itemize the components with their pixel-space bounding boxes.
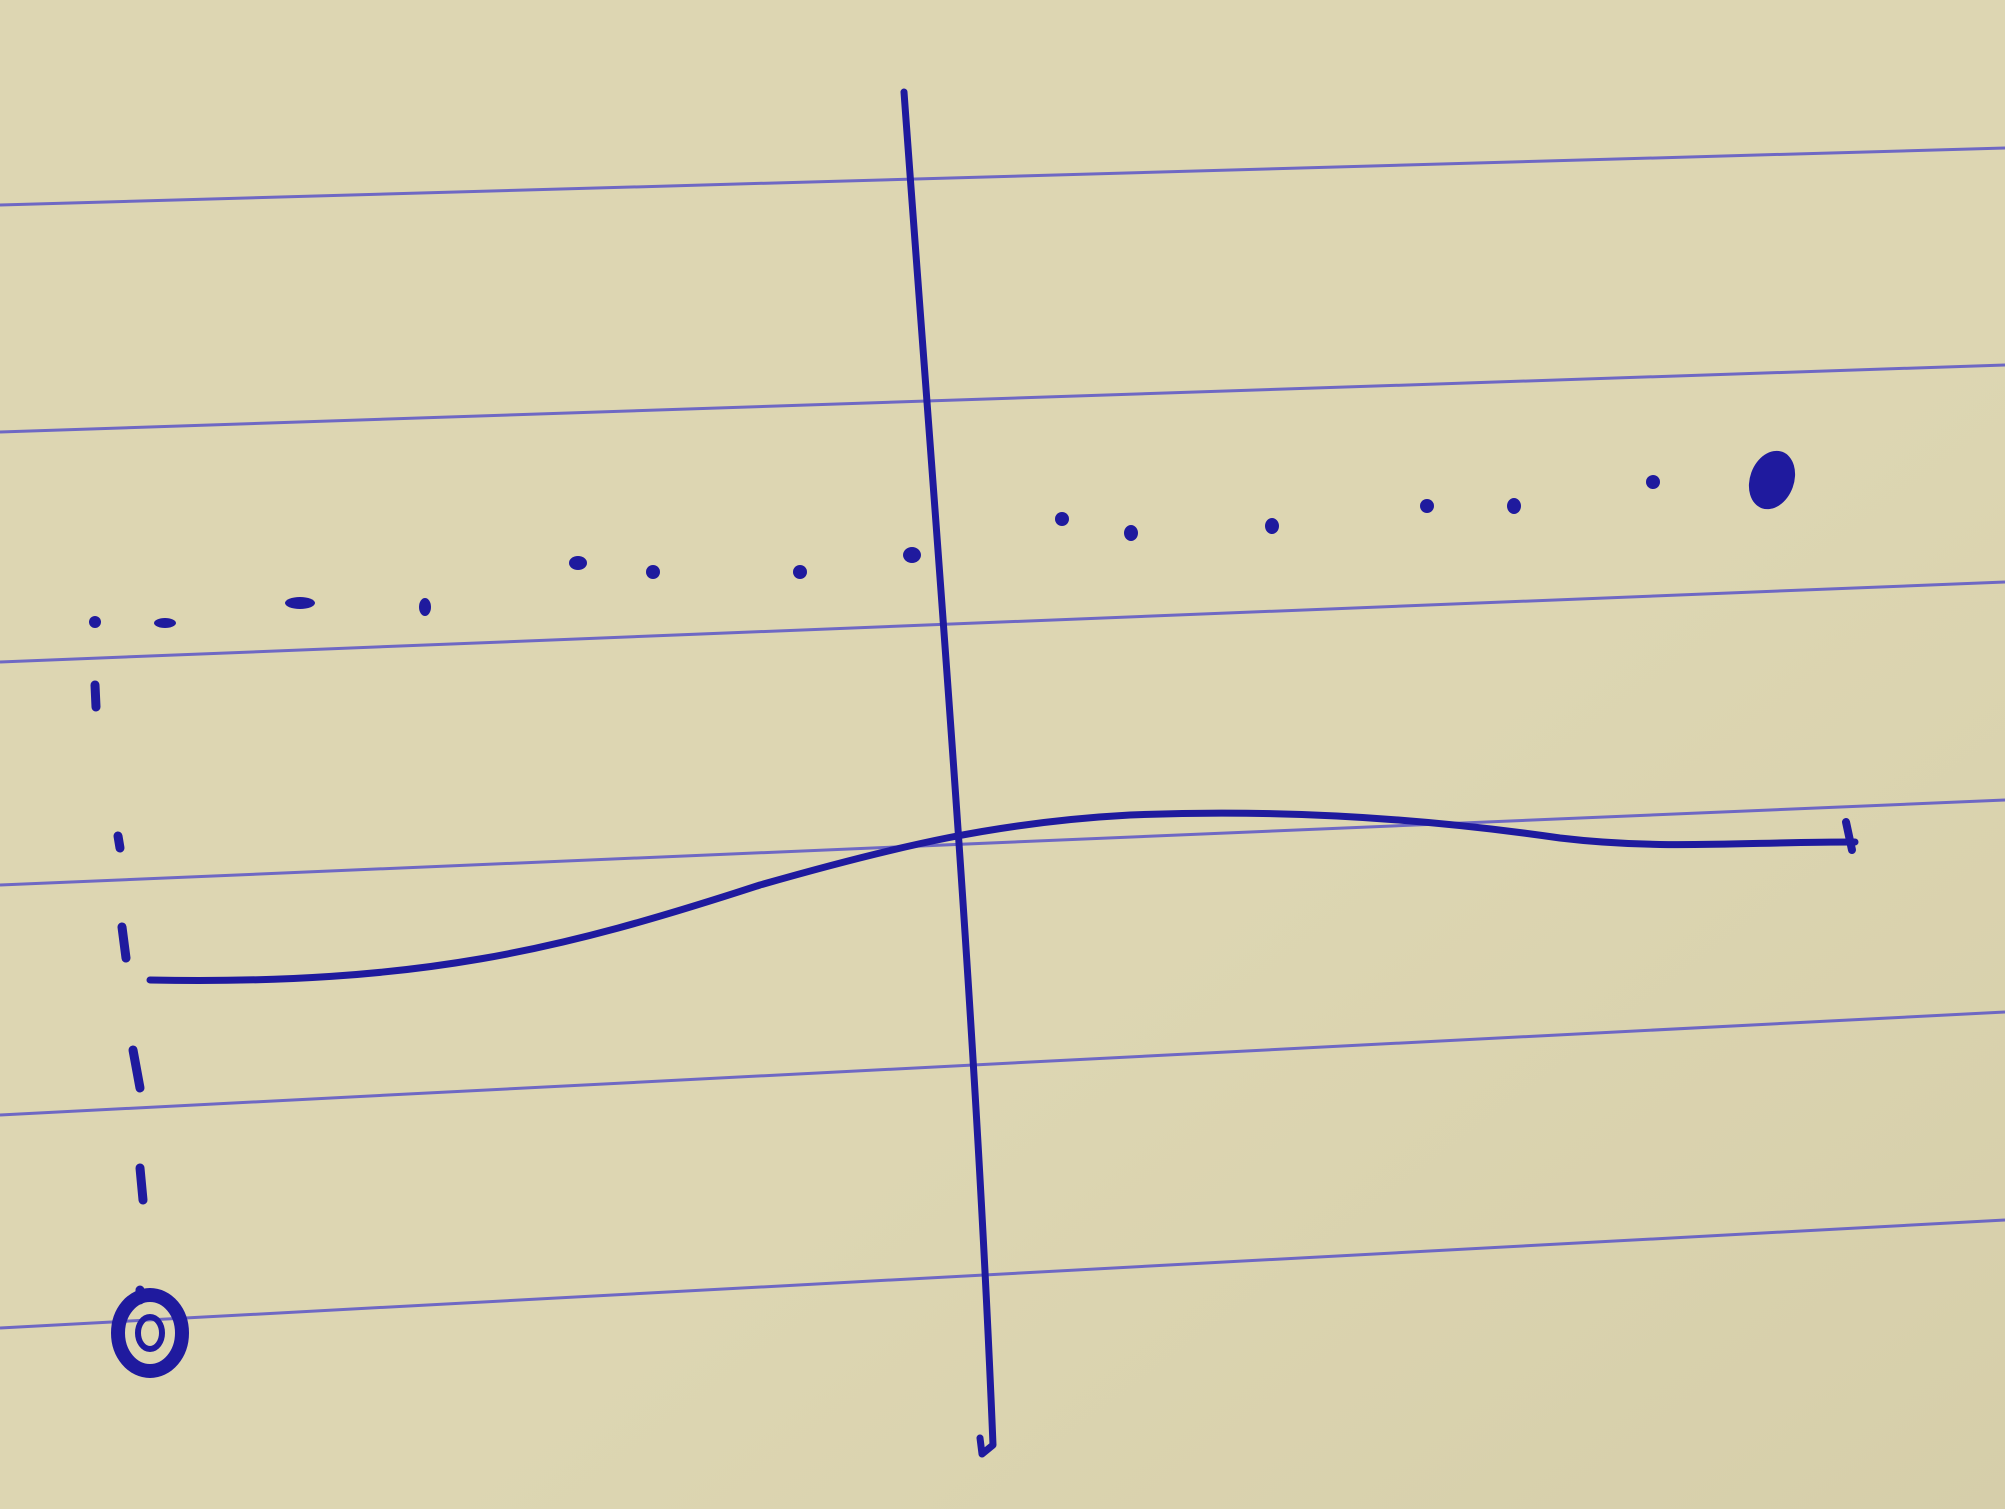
dash-mark xyxy=(128,1045,145,1093)
dot-mark xyxy=(154,618,176,628)
dot-mark xyxy=(419,598,431,616)
open-circle xyxy=(111,1288,189,1378)
vertical-axis-line xyxy=(900,88,997,1458)
dash-mark xyxy=(90,680,101,712)
dash-mark xyxy=(113,831,125,853)
filled-dot xyxy=(1748,450,1796,510)
dot-mark xyxy=(1507,498,1521,514)
dot-mark xyxy=(1124,525,1138,541)
dot-mark xyxy=(646,565,660,579)
ruled-line xyxy=(0,363,2005,434)
dot-mark xyxy=(1055,512,1069,526)
ruled-lines xyxy=(0,146,2005,1330)
ruled-line xyxy=(0,1010,2005,1117)
dot-mark xyxy=(285,597,315,609)
dash-mark xyxy=(135,1163,148,1205)
ruled-line xyxy=(0,1218,2005,1330)
ruled-line xyxy=(0,146,2005,207)
dot-mark xyxy=(1420,499,1434,513)
dot-mark xyxy=(89,616,101,628)
dot-mark xyxy=(1265,518,1279,534)
smooth-curve xyxy=(146,809,1859,984)
dotted-line xyxy=(89,475,1660,628)
ruled-line xyxy=(0,798,2005,887)
dot-mark xyxy=(1646,475,1660,489)
dash-mark xyxy=(117,922,131,963)
dot-mark xyxy=(903,547,921,563)
curve-end-tick xyxy=(1842,818,1856,854)
dot-mark xyxy=(793,565,807,579)
ink-drawing xyxy=(89,88,1859,1458)
dot-mark xyxy=(569,556,587,570)
ruled-line xyxy=(0,580,2005,664)
